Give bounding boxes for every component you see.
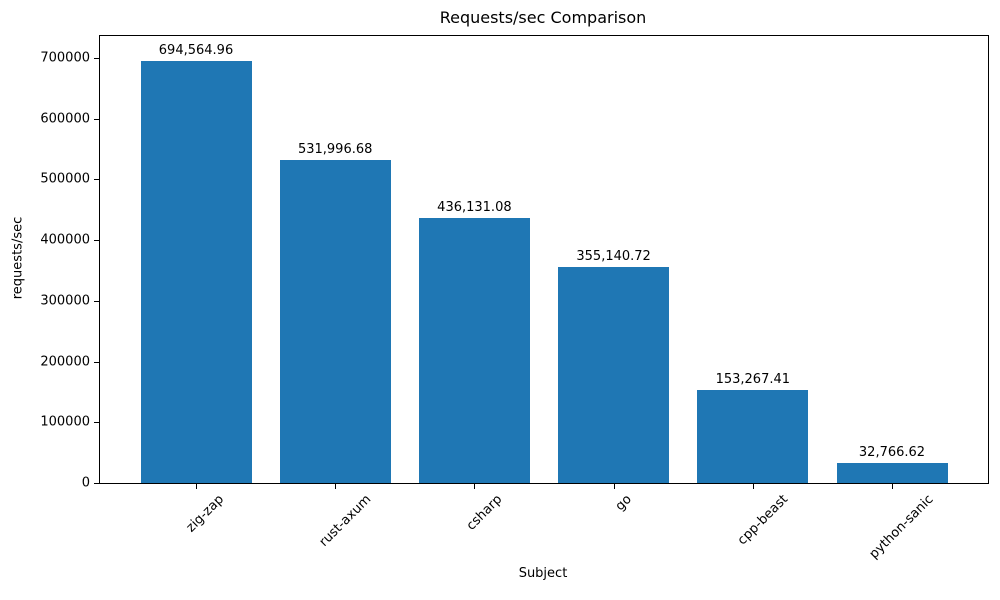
x-tick-mark [335, 484, 337, 489]
y-tick-mark [94, 300, 99, 302]
x-tick-label-python-sanic: python-sanic [866, 492, 937, 562]
chart-title: Requests/sec Comparison [439, 8, 647, 27]
y-tick-label: 300000 [40, 293, 90, 309]
x-tick-label-csharp: csharp [463, 492, 506, 534]
x-axis-title: Subject [518, 566, 568, 581]
bar-cpp-beast [697, 389, 809, 483]
y-tick-mark [94, 179, 99, 181]
y-tick-label: 200000 [40, 354, 90, 370]
y-axis-title: requests/sec [10, 216, 26, 300]
y-tick-label: 600000 [40, 111, 90, 127]
bar-value-label: 32,766.62 [858, 445, 926, 461]
y-tick-label: 500000 [40, 171, 90, 187]
x-tick-mark [752, 484, 754, 489]
y-tick-label: 700000 [40, 50, 90, 66]
bar-value-label: 153,267.41 [715, 371, 791, 387]
y-tick-label: 100000 [40, 414, 90, 430]
bar-python-sanic [836, 463, 948, 483]
bar-csharp [418, 218, 530, 483]
y-tick-label: 400000 [40, 232, 90, 248]
x-tick-mark [196, 484, 197, 489]
x-tick-label-rust-axum: rust-axum [316, 492, 375, 550]
y-tick-mark [94, 118, 99, 120]
bar-value-label: 355,140.72 [576, 249, 651, 265]
x-tick-label-go: go [612, 492, 635, 515]
x-tick-mark [613, 484, 615, 489]
y-tick-mark [94, 57, 99, 59]
y-tick-mark [94, 483, 99, 484]
y-tick-label: 0 [81, 475, 90, 491]
bar-zig-zap [140, 61, 252, 483]
bar-value-label: 694,564.96 [158, 43, 234, 59]
bar-value-label: 531,996.68 [297, 141, 373, 157]
y-tick-mark [94, 240, 99, 242]
bar-value-label: 436,131.08 [437, 200, 512, 216]
x-tick-label-zig-zap: zig-zap [184, 492, 228, 536]
x-tick-mark [474, 484, 476, 489]
bar-rust-axum [279, 159, 391, 483]
y-tick-mark [94, 361, 99, 363]
plot-area: 0 100000 200000 300000 400000 500000 600000 700… [40, 35, 989, 562]
x-tick-label-cpp-beast: cpp-beast [734, 492, 791, 549]
x-tick-mark [892, 484, 893, 489]
bar-go [558, 267, 670, 483]
y-tick-mark [94, 422, 99, 424]
